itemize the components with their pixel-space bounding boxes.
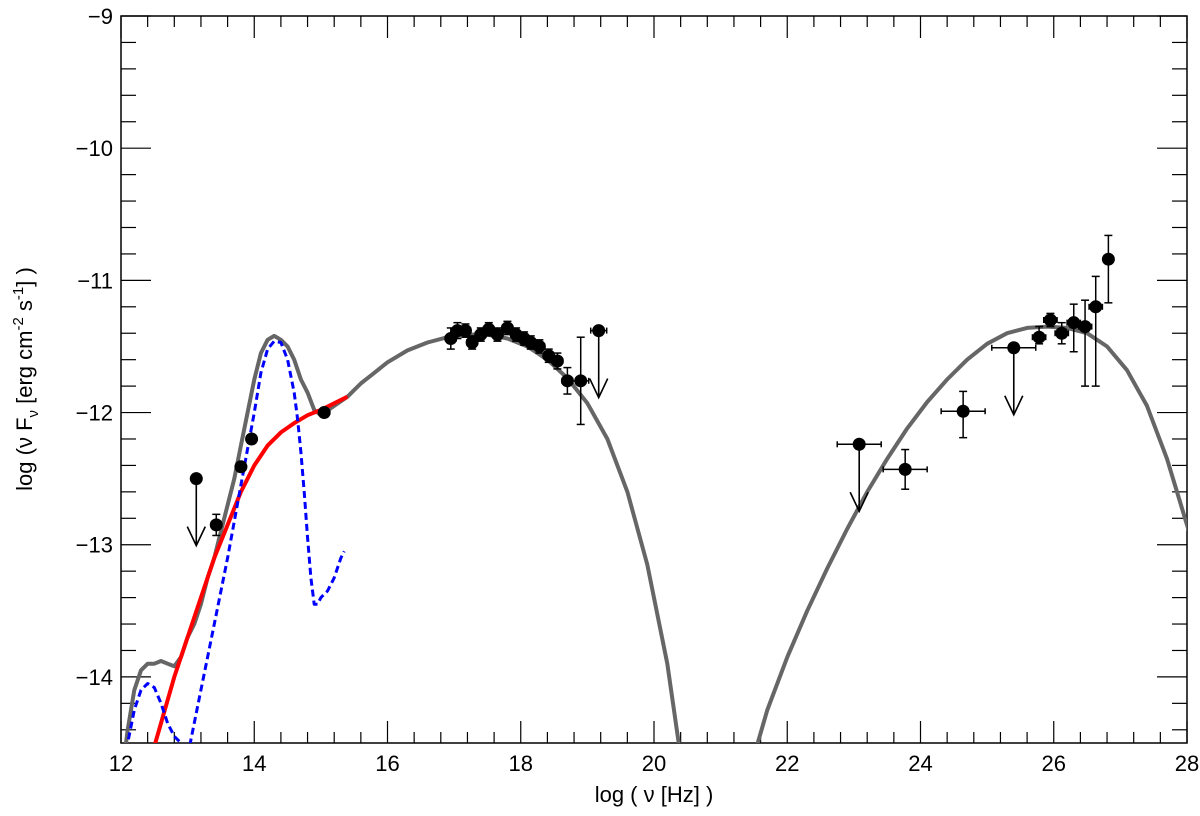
data-point [317, 406, 331, 420]
model-curve [755, 324, 1187, 743]
x-tick-label: 28 [1175, 751, 1199, 776]
y-axis-title-sub: ν [25, 410, 42, 418]
plot-frame [120, 15, 1188, 744]
data-point [1078, 320, 1092, 334]
upper-limit-point [592, 324, 606, 338]
x-tick-label: 24 [908, 751, 932, 776]
model-curve [153, 394, 349, 743]
x-axis-title: log ( ν [Hz] ) [595, 782, 714, 807]
y-axis-title-sup: -1 [10, 287, 27, 300]
upper-limit-arrow-head [588, 378, 609, 400]
data-point [1043, 313, 1057, 327]
y-axis-title-sup: -2 [10, 317, 27, 330]
y-axis-title-part: log (ν F [12, 417, 37, 490]
upper-limit-arrow-head [186, 526, 207, 548]
axis-ticks [120, 15, 1188, 743]
data-point [465, 335, 479, 349]
y-axis-title-part: ] ) [12, 267, 37, 287]
x-tick-label: 18 [509, 751, 533, 776]
y-tick-label: −9 [88, 4, 113, 29]
data-point [234, 460, 248, 474]
y-tick-label: −12 [76, 401, 113, 426]
model-curve [188, 339, 346, 743]
x-tick-label: 14 [242, 751, 266, 776]
y-axis-title: log (ν Fν [erg cm-2 s-1] ) [10, 267, 42, 491]
data-points [186, 234, 1115, 548]
data-point [550, 354, 564, 368]
data-point [532, 339, 546, 353]
y-tick-label: −10 [76, 136, 113, 161]
upper-limit-point [852, 437, 866, 451]
model-curve [124, 332, 681, 743]
data-point [209, 518, 223, 532]
x-tick-label: 16 [375, 751, 399, 776]
data-point [898, 462, 912, 476]
upper-limit-point [189, 472, 203, 486]
data-point [1055, 326, 1069, 340]
x-tick-label: 20 [642, 751, 666, 776]
data-point [574, 374, 588, 388]
data-point [1089, 300, 1103, 314]
y-tick-label: −11 [77, 268, 113, 293]
data-point [490, 328, 504, 342]
data-point [1067, 316, 1081, 330]
y-axis-title-part: [erg cm [12, 331, 37, 410]
x-tick-label: 22 [775, 751, 799, 776]
x-tick-label: 26 [1042, 751, 1066, 776]
upper-limit-arrow-head [1004, 395, 1024, 417]
y-tick-label: −14 [76, 665, 113, 690]
upper-limit-point [1007, 341, 1021, 355]
y-tick-label: −13 [76, 533, 113, 558]
data-point [1101, 252, 1115, 266]
data-point [560, 374, 574, 388]
y-axis-title-part: s [12, 300, 37, 317]
axis-tick-labels: 12 14 16 18 20 22 24 26 28 −14 −13 −12 −11 −10 −9 [76, 4, 1200, 776]
upper-limit-arrow-head [849, 491, 869, 514]
x-tick-label: 12 [109, 751, 133, 776]
model-curves [124, 324, 1187, 743]
data-point [458, 324, 472, 338]
data-point [1032, 330, 1046, 344]
data-point [956, 404, 970, 418]
model-curve [126, 682, 183, 743]
data-point [245, 432, 259, 446]
